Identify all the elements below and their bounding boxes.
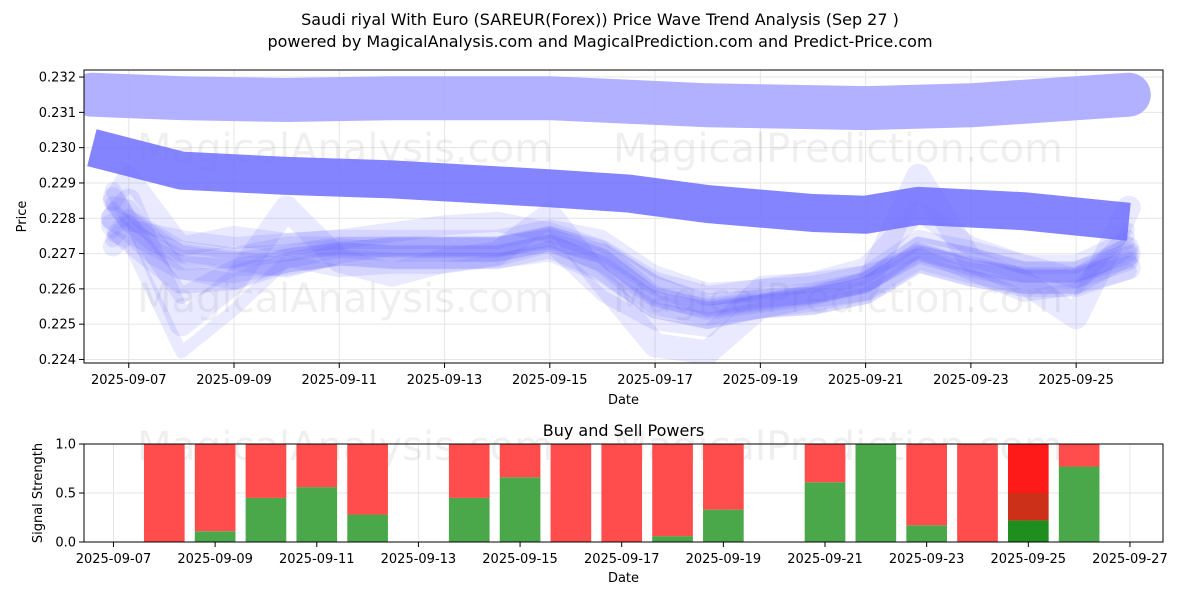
y-tick-label: 0.232	[39, 71, 76, 86]
sell-bar	[347, 444, 388, 515]
x-tick-label: 2025-09-21	[828, 373, 904, 388]
buy-bar	[1058, 466, 1100, 542]
x-tick-label: 2025-09-23	[933, 373, 1009, 388]
x-axis-label: Date	[608, 571, 639, 586]
watermark-text: MagicalPrediction.com	[613, 126, 1063, 172]
wave-series-line	[106, 222, 1135, 359]
x-tick-label: 2025-09-27	[1092, 552, 1168, 567]
x-tick-label: 2025-09-09	[196, 373, 272, 388]
watermark-text: MagicalPrediction.com	[613, 276, 1063, 322]
y-axis-label: Signal Strength	[31, 443, 46, 543]
wave-series-line	[104, 182, 1137, 315]
x-tick-label: 2025-09-21	[787, 552, 863, 567]
sell-bar	[245, 444, 287, 498]
buy-bar	[347, 514, 388, 542]
x-tick-label: 2025-09-19	[723, 373, 799, 388]
watermark-text: MagicalAnalysis.com	[137, 276, 553, 322]
price-wave-plot: MagicalAnalysis.com MagicalPrediction.com…	[15, 69, 1164, 408]
y-tick-label: 1.0	[55, 438, 76, 453]
x-tick-label: 2025-09-09	[177, 552, 253, 567]
x-tick-label: 2025-09-13	[381, 552, 457, 567]
sell-bar	[906, 444, 947, 526]
wave-series-line	[100, 206, 1141, 326]
sell-bar	[296, 444, 338, 488]
buy-bar	[194, 531, 236, 542]
sell-bar	[1007, 444, 1049, 493]
wave-series-line	[102, 187, 1139, 320]
buy-bar	[448, 497, 490, 542]
sell-bar	[143, 444, 185, 542]
sell-bar	[194, 444, 236, 532]
wave-series-line	[104, 213, 1137, 329]
sell-bar	[550, 444, 592, 542]
series-layer	[84, 72, 1151, 363]
buy-bar	[652, 536, 693, 542]
buy-bar	[245, 497, 287, 542]
wave-series-line	[100, 163, 1141, 363]
sell-bar	[652, 444, 693, 537]
y-tick-label: 0.228	[39, 212, 76, 227]
plot-frame	[83, 69, 1164, 364]
x-tick-label: 2025-09-23	[889, 552, 965, 567]
buy-sell-power-plot: MagicalAnalysis.comMagicalPrediction.com…	[31, 421, 1168, 586]
sell-bar	[804, 444, 846, 483]
y-tick-label: 0.225	[39, 318, 76, 333]
y-tick-label: 0.230	[39, 141, 76, 156]
sell-bar	[601, 444, 643, 542]
x-tick-label: 2025-09-15	[482, 552, 558, 567]
x-tick-label: 2025-09-13	[407, 373, 483, 388]
x-tick-label: 2025-09-07	[76, 552, 152, 567]
x-tick-label: 2025-09-11	[301, 373, 377, 388]
y-tick-label: 0.5	[55, 487, 76, 502]
x-tick-label: 2025-09-17	[617, 373, 693, 388]
buy-bar	[1007, 520, 1049, 542]
buy-bar	[906, 525, 947, 542]
wave-series-line	[106, 201, 1135, 295]
y-tick-label: 0.0	[55, 536, 76, 551]
x-tick-label: 2025-09-11	[279, 552, 355, 567]
wave-series-line	[100, 213, 1141, 330]
x-tick-label: 2025-09-15	[512, 373, 588, 388]
buy-bar	[804, 482, 846, 542]
buy-bar	[703, 509, 744, 542]
wave-series-line	[104, 196, 1137, 318]
buy-bar	[855, 444, 897, 542]
sell-bar	[957, 444, 998, 542]
sell-bar-mid	[1007, 493, 1049, 521]
x-tick-label: 2025-09-17	[584, 552, 660, 567]
buy-bar	[296, 487, 338, 542]
buy-bar	[499, 477, 541, 542]
chart-title-line1: Saudi riyal With Euro (SAREUR(Forex)) Pr…	[301, 10, 899, 29]
sell-bar	[703, 444, 744, 510]
y-tick-label: 0.226	[39, 282, 76, 297]
sell-bar	[499, 444, 541, 478]
x-tick-label: 2025-09-25	[991, 552, 1067, 567]
upper-trend-band	[84, 72, 1151, 131]
x-tick-label: 2025-09-07	[91, 373, 167, 388]
x-axis-label: Date	[608, 393, 639, 408]
chart-title-line2: powered by MagicalAnalysis.com and Magic…	[267, 32, 932, 51]
y-axis-label: Price	[15, 201, 30, 233]
y-tick-label: 0.231	[39, 106, 76, 121]
sell-bar	[1058, 444, 1100, 467]
wave-series-line	[106, 208, 1135, 306]
bar-chart-title: Buy and Sell Powers	[543, 421, 705, 440]
y-tick-label: 0.227	[39, 247, 76, 262]
y-tick-label: 0.224	[39, 353, 76, 368]
wave-series-line	[102, 165, 1139, 306]
sell-bar	[448, 444, 490, 498]
y-tick-label: 0.229	[39, 176, 76, 191]
middle-trend-band	[87, 129, 1131, 241]
wave-series-line	[102, 222, 1139, 317]
x-tick-label: 2025-09-25	[1038, 373, 1114, 388]
x-tick-label: 2025-09-19	[686, 552, 762, 567]
